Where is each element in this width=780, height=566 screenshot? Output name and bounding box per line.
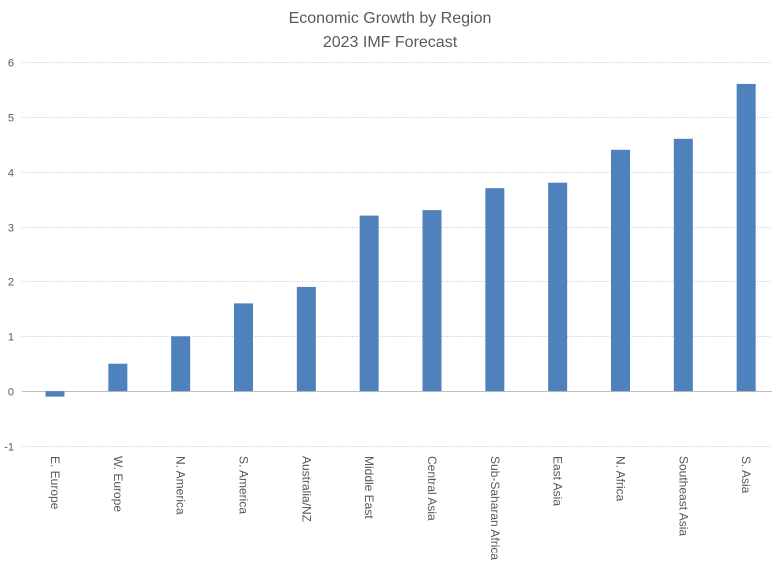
x-category-label: Middle East [362, 456, 376, 519]
x-category-label: Central Asia [425, 456, 439, 521]
bar [548, 182, 568, 392]
bar [485, 188, 505, 392]
x-category-label: S. America [237, 456, 251, 514]
y-tick-label: 1 [8, 332, 14, 344]
x-category-label: W. Europe [111, 456, 125, 512]
y-tick-label: 4 [8, 168, 14, 180]
bar [611, 149, 630, 392]
x-category-label: S. Asia [739, 456, 753, 494]
x-category-label: Sub-Saharan Africa [488, 456, 502, 560]
x-category-label: N. America [174, 456, 188, 515]
bar [296, 286, 316, 392]
y-tick-label: 0 [8, 387, 14, 399]
y-tick-label: -1 [4, 442, 14, 454]
x-category-label: Australia/NZ [299, 456, 313, 522]
y-tick-label: 5 [8, 113, 14, 125]
y-tick-label: 3 [8, 223, 14, 235]
bar [422, 210, 442, 392]
bars [45, 83, 756, 397]
bar [108, 363, 128, 392]
x-category-label: N. Africa [614, 456, 628, 502]
x-category-label: East Asia [551, 456, 565, 506]
bar [45, 391, 65, 397]
x-category-label: E. Europe [48, 456, 62, 510]
y-tick-label: 2 [8, 277, 14, 289]
bar [234, 303, 253, 392]
x-category-label: Southeast Asia [676, 456, 690, 536]
bar [171, 336, 191, 392]
chart-subtitle: 2023 IMF Forecast [323, 34, 458, 51]
chart-title: Economic Growth by Region [289, 10, 492, 27]
bar [673, 138, 693, 392]
x-axis-category-labels: E. Europe W. Europe N. America S. America Au… [48, 456, 753, 560]
gridlines [22, 62, 772, 447]
bar [736, 83, 756, 392]
y-tick-label: 6 [8, 58, 14, 70]
y-axis-tick-labels: -1 0 1 2 3 4 5 6 [4, 58, 14, 454]
bar [359, 215, 379, 392]
